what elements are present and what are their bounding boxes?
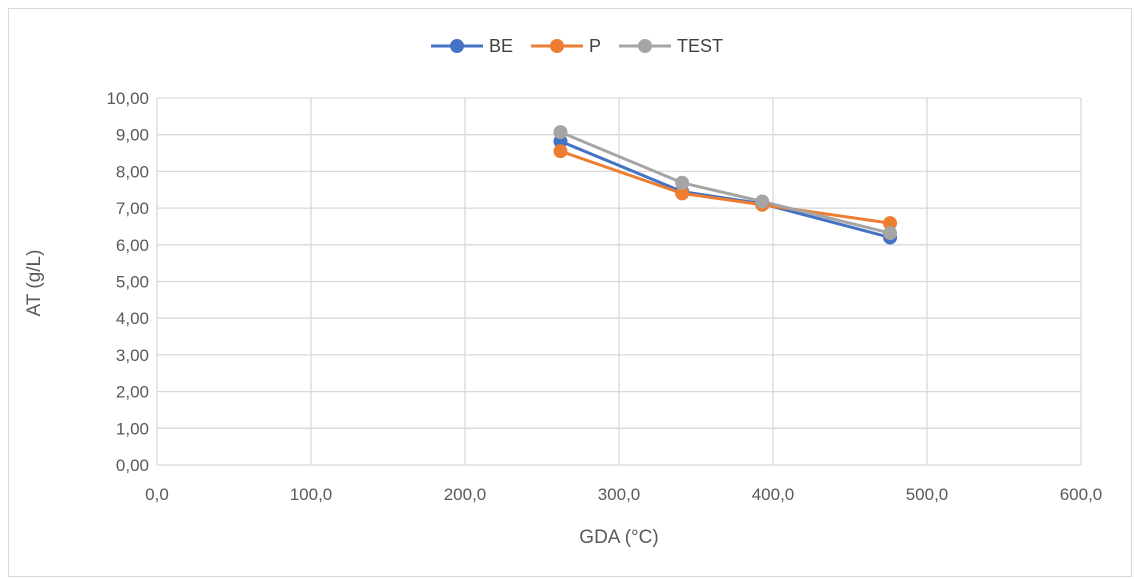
data-point-test [675, 175, 690, 190]
y-tick-label: 8,00 [116, 162, 149, 181]
series-line-test [559, 130, 891, 235]
x-tick-label: 400,0 [752, 485, 795, 504]
y-tick-label: 0,00 [116, 456, 149, 475]
y-tick-label: 7,00 [116, 199, 149, 218]
series-line-p [559, 149, 891, 225]
legend-label: TEST [677, 36, 723, 56]
legend-item-be: BE [431, 36, 513, 56]
legend-marker-icon [450, 39, 464, 53]
data-point-test [883, 226, 898, 241]
x-tick-label: 300,0 [598, 485, 641, 504]
y-tick-label: 1,00 [116, 419, 149, 438]
legend: BE P TEST [431, 36, 723, 56]
y-tick-label: 3,00 [116, 346, 149, 365]
legend-item-test: TEST [619, 36, 723, 56]
legend-marker-icon [550, 39, 564, 53]
x-tick-label: 500,0 [906, 485, 949, 504]
series-lines [553, 125, 898, 245]
x-tick-label: 200,0 [444, 485, 487, 504]
legend-label: BE [489, 36, 513, 56]
data-point-test [755, 194, 770, 209]
chart-frame [8, 8, 1132, 577]
legend-label: P [589, 36, 601, 56]
grid-lines [156, 97, 1082, 466]
y-tick-label: 5,00 [116, 273, 149, 292]
y-tick-label: 10,00 [106, 89, 149, 108]
x-tick-label: 600,0 [1060, 485, 1103, 504]
y-tick-label: 6,00 [116, 236, 149, 255]
data-point-p [883, 216, 898, 231]
y-axis-title: AT (g/L) [24, 250, 45, 317]
data-point-p [553, 144, 568, 159]
series-line-be [559, 139, 891, 239]
legend-item-p: P [531, 36, 601, 56]
legend-marker-icon [638, 39, 652, 53]
data-point-p [675, 186, 690, 201]
x-tick-label: 0,0 [145, 485, 169, 504]
y-tick-label: 4,00 [116, 309, 149, 328]
y-tick-label: 2,00 [116, 383, 149, 402]
tick-labels: 0,00 1,00 2,00 3,00 4,00 5,00 6,00 7,00 8,00 9,00… [106, 89, 1102, 504]
y-tick-label: 9,00 [116, 126, 149, 145]
x-tick-label: 100,0 [290, 485, 333, 504]
data-point-test [553, 125, 568, 140]
x-axis-title: GDA (°C) [579, 527, 658, 548]
